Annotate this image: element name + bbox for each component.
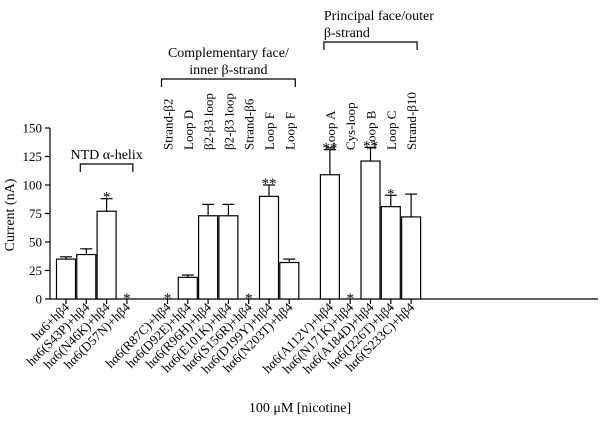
significance-marker: * <box>123 291 131 307</box>
group-label: Complementary face/ <box>168 46 289 61</box>
bar <box>319 174 340 300</box>
group-label: β-strand <box>324 26 370 41</box>
bar <box>96 210 117 300</box>
region-annotation: Loop B <box>364 110 379 150</box>
significance-marker: * <box>103 190 111 206</box>
y-tick-label: 25 <box>29 263 42 278</box>
y-tick-label: 75 <box>29 206 42 221</box>
region-annotation: Cys-loop <box>343 102 358 150</box>
bar <box>177 276 198 300</box>
bar <box>76 253 97 300</box>
bar <box>380 206 401 300</box>
bar <box>279 261 300 300</box>
region-annotation: Loop F <box>282 112 297 150</box>
bar <box>198 215 219 300</box>
y-tick-label: 150 <box>23 121 43 136</box>
group-bracket <box>160 78 296 87</box>
bar <box>258 195 280 300</box>
region-annotation: Strand-β6 <box>242 98 257 150</box>
significance-marker: ** <box>262 176 277 192</box>
group-bracket <box>79 163 134 172</box>
y-tick-label: 100 <box>23 178 43 193</box>
bar <box>360 160 381 300</box>
region-annotation: Strand-β10 <box>404 92 419 150</box>
group-label: Principal face/outer <box>324 9 434 24</box>
y-tick-label: 50 <box>29 235 42 250</box>
region-annotation: Strand-β2 <box>161 99 176 150</box>
group-bracket <box>323 41 418 50</box>
significance-marker: ** <box>322 141 337 157</box>
region-annotation: Loop C <box>384 111 399 150</box>
group-label: inner β-strand <box>189 63 267 78</box>
y-axis-label: Current (nA) <box>3 178 18 251</box>
region-annotation: β2-β3 loop <box>201 93 216 150</box>
significance-marker: * <box>387 186 395 202</box>
significance-marker: * <box>245 291 253 307</box>
region-annotation: Loop F <box>262 112 277 150</box>
group-label: NTD α-helix <box>70 148 142 163</box>
significance-marker: * <box>346 291 354 307</box>
plot-area: 0255075100125150hα6+hβ4hα6(S43P)+hβ4hα6(… <box>23 9 598 376</box>
bar <box>401 216 422 300</box>
region-annotation: Loop D <box>181 110 196 150</box>
y-tick-label: 125 <box>23 149 43 164</box>
region-annotation: Loop A <box>323 110 338 150</box>
region-annotation: β2-β3 loop <box>221 93 236 150</box>
x-axis-label: 100 μM [nicotine] <box>249 401 351 416</box>
significance-marker: * <box>164 291 172 307</box>
bar <box>218 215 239 300</box>
significance-marker: ** <box>363 138 378 154</box>
bar <box>55 258 77 300</box>
y-tick-label: 0 <box>36 292 43 307</box>
